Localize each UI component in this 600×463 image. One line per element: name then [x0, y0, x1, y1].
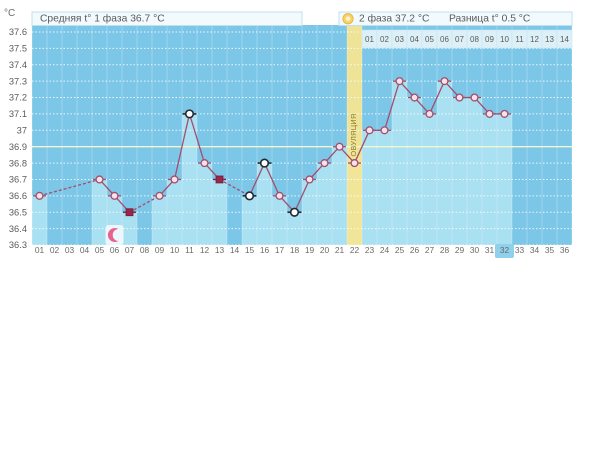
svg-text:36.8: 36.8: [9, 158, 27, 168]
svg-text:23: 23: [365, 245, 375, 255]
svg-text:28: 28: [440, 245, 450, 255]
svg-text:37.4: 37.4: [9, 60, 27, 70]
svg-text:37: 37: [17, 126, 27, 136]
svg-text:37.3: 37.3: [9, 76, 27, 86]
svg-text:08: 08: [140, 245, 150, 255]
svg-text:36.7: 36.7: [9, 175, 27, 185]
svg-text:27: 27: [425, 245, 435, 255]
svg-text:20: 20: [320, 245, 330, 255]
svg-text:13: 13: [545, 35, 554, 44]
svg-text:08: 08: [470, 35, 479, 44]
svg-text:ОВУЛЯЦИЯ: ОВУЛЯЦИЯ: [349, 113, 358, 156]
svg-text:15: 15: [245, 245, 255, 255]
svg-text:05: 05: [425, 35, 434, 44]
svg-text:13: 13: [215, 245, 225, 255]
svg-text:10: 10: [170, 245, 180, 255]
svg-text:09: 09: [155, 245, 165, 255]
svg-text:36.9: 36.9: [9, 142, 27, 152]
svg-text:37.5: 37.5: [9, 44, 27, 54]
svg-text:12: 12: [200, 245, 210, 255]
svg-text:12: 12: [530, 35, 539, 44]
svg-text:18: 18: [290, 245, 300, 255]
svg-text:24: 24: [380, 245, 390, 255]
svg-text:34: 34: [530, 245, 540, 255]
svg-text:36.5: 36.5: [9, 207, 27, 217]
svg-text:37.1: 37.1: [9, 109, 27, 119]
svg-text:01: 01: [365, 35, 374, 44]
svg-text:16: 16: [260, 245, 270, 255]
svg-text:32: 32: [500, 245, 510, 255]
svg-text:35: 35: [545, 245, 555, 255]
svg-text:2 фаза 37.2 °C: 2 фаза 37.2 °C: [359, 13, 430, 25]
svg-text:17: 17: [275, 245, 285, 255]
svg-text:06: 06: [440, 35, 449, 44]
svg-text:04: 04: [410, 35, 419, 44]
svg-text:14: 14: [230, 245, 240, 255]
svg-text:36.4: 36.4: [9, 224, 27, 234]
svg-text:19: 19: [305, 245, 315, 255]
svg-text:36.3: 36.3: [9, 240, 27, 250]
svg-text:07: 07: [455, 35, 464, 44]
svg-text:05: 05: [95, 245, 105, 255]
svg-text:11: 11: [515, 35, 524, 44]
svg-text:03: 03: [395, 35, 404, 44]
svg-text:31: 31: [485, 245, 495, 255]
svg-text:30: 30: [470, 245, 480, 255]
svg-text:04: 04: [80, 245, 90, 255]
svg-text:14: 14: [560, 35, 569, 44]
svg-text:22: 22: [350, 245, 360, 255]
svg-text:25: 25: [395, 245, 405, 255]
svg-text:36: 36: [560, 245, 570, 255]
svg-text:29: 29: [455, 245, 465, 255]
svg-text:03: 03: [65, 245, 75, 255]
svg-text:26: 26: [410, 245, 420, 255]
svg-text:°C: °C: [4, 8, 15, 19]
svg-text:33: 33: [515, 245, 525, 255]
svg-text:01: 01: [35, 245, 45, 255]
svg-text:10: 10: [500, 35, 509, 44]
svg-text:37.6: 37.6: [9, 27, 27, 37]
svg-text:11: 11: [185, 245, 194, 255]
svg-text:02: 02: [380, 35, 389, 44]
svg-text:37.2: 37.2: [9, 93, 27, 103]
svg-text:06: 06: [110, 245, 120, 255]
svg-text:36.6: 36.6: [9, 191, 27, 201]
svg-text:Средняя t° 1 фаза 36.7 °C: Средняя t° 1 фаза 36.7 °C: [40, 13, 165, 25]
svg-text:07: 07: [125, 245, 135, 255]
svg-text:02: 02: [50, 245, 60, 255]
svg-text:21: 21: [335, 245, 345, 255]
svg-text:09: 09: [485, 35, 494, 44]
svg-text:Разница t° 0.5 °C: Разница t° 0.5 °C: [449, 14, 531, 25]
